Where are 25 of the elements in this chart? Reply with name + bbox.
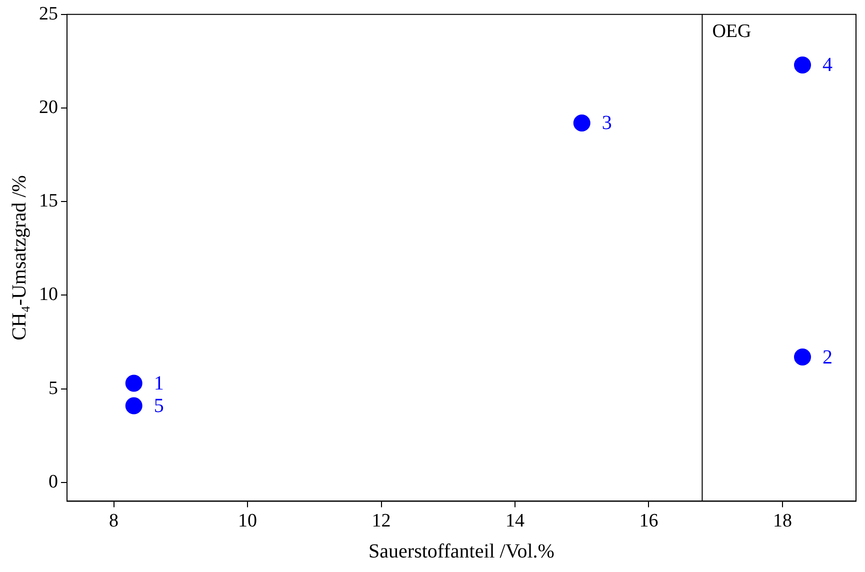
- y-axis-title: CH₄-Umsatzgrad /%: [8, 175, 30, 340]
- x-tick-label: 18: [772, 510, 792, 532]
- point: [125, 397, 142, 414]
- y-tick-label: 10: [39, 284, 58, 306]
- x-tick-label: 16: [639, 510, 658, 532]
- y-tick-label: 5: [48, 378, 58, 399]
- y-tick-label: 25: [39, 3, 58, 24]
- point: [794, 56, 812, 74]
- x-tick-label: 12: [372, 510, 391, 532]
- point: [573, 114, 590, 132]
- x-axis-title: Sauerstoffanteil /Vol.%: [368, 540, 554, 562]
- x-tick-label: 14: [505, 510, 525, 532]
- annotation: 2: [822, 346, 833, 368]
- point: [125, 374, 142, 392]
- y-tick-label: 15: [39, 190, 58, 212]
- x-tick-label: 10: [238, 510, 258, 532]
- annotation: 3: [602, 112, 612, 134]
- annotation: 1: [154, 372, 164, 394]
- y-tick-label: 0: [48, 471, 58, 492]
- point: [794, 348, 812, 366]
- annotation: 5: [154, 394, 164, 417]
- x-tick-label: 8: [109, 510, 119, 532]
- y-tick-label: 20: [39, 97, 58, 118]
- ref-line-label: OEG: [712, 20, 752, 42]
- annotation: 4: [822, 54, 833, 76]
